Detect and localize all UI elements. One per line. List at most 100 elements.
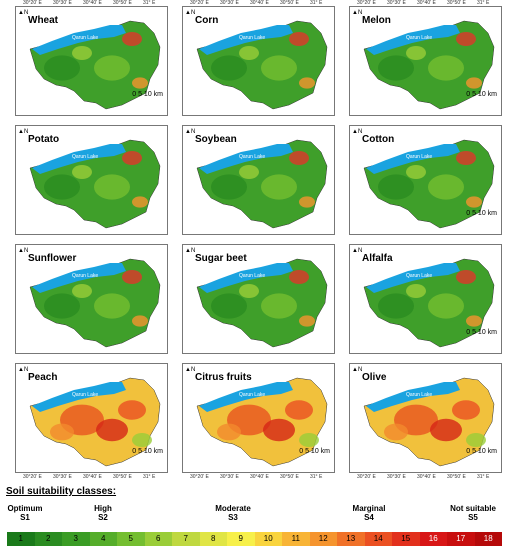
class-code: S1	[20, 513, 30, 522]
suitability-zone	[122, 270, 142, 284]
lake-label: Qarun Lake	[239, 35, 265, 41]
longitude-label: 30°40' E	[83, 0, 102, 6]
suitability-zone	[466, 77, 482, 89]
legend-swatch: 18	[474, 532, 502, 546]
suitability-zone	[132, 315, 148, 327]
scale-bar: 0 5 10 km	[466, 329, 497, 336]
suitability-zone	[452, 400, 480, 420]
map-graphic: Qarun Lake	[29, 139, 161, 229]
qarun-lake	[199, 382, 293, 412]
map-panel: Qarun Lake Alfalfa ▲N 0 5 10 km	[349, 244, 502, 354]
map-graphic: Qarun Lake	[363, 258, 495, 348]
map-panel: Qarun Lake Sunflower ▲N	[15, 244, 168, 354]
longitude-label: 30°30' E	[53, 0, 72, 6]
suitability-zone	[466, 196, 482, 208]
suitability-zone	[285, 400, 313, 420]
class-name: Moderate	[215, 504, 251, 513]
crop-name: Olive	[362, 372, 387, 383]
longitude-label: 30°30' E	[387, 0, 406, 6]
map-graphic: Qarun Lake	[196, 20, 328, 110]
longitude-label: 30°50' E	[280, 0, 299, 6]
suitability-zone	[217, 423, 241, 441]
suitability-zone	[239, 165, 259, 179]
suitability-zone	[299, 196, 315, 208]
longitude-label: 30°20' E	[23, 474, 42, 480]
legend-swatch: 14	[364, 532, 392, 546]
suitability-zone	[132, 77, 148, 89]
longitude-label: 31° E	[477, 0, 490, 6]
legend-swatch: 7	[172, 532, 200, 546]
suitability-zone	[378, 55, 414, 81]
suitability-zone	[122, 32, 142, 46]
north-arrow-icon: ▲N	[352, 367, 363, 373]
scale-bar: 0 5 10 km	[299, 448, 330, 455]
lake-label: Qarun Lake	[72, 273, 98, 279]
qarun-lake	[366, 382, 460, 412]
class-code: S2	[98, 513, 108, 522]
longitude-label: 30°20' E	[357, 0, 376, 6]
north-arrow-icon: ▲N	[18, 367, 29, 373]
map-panel: Qarun Lake Wheat ▲N 0 5 10 km	[15, 6, 168, 116]
crop-name: Soybean	[195, 134, 237, 145]
qarun-lake	[366, 25, 460, 55]
suitability-zone	[72, 284, 92, 298]
longitude-label: 31° E	[143, 474, 156, 480]
suitability-zone	[94, 55, 130, 81]
suitability-zone	[289, 151, 309, 165]
legend-swatch: 6	[144, 532, 172, 546]
suitability-zone	[406, 165, 426, 179]
lake-label: Qarun Lake	[406, 154, 432, 160]
longitude-label: 30°40' E	[417, 0, 436, 6]
lake-label: Qarun Lake	[239, 273, 265, 279]
suitability-zone	[299, 433, 319, 447]
qarun-lake	[32, 25, 126, 55]
longitude-label: 30°30' E	[387, 474, 406, 480]
map-panel: Qarun Lake Olive ▲N 0 5 10 km	[349, 363, 502, 473]
crop-name: Wheat	[28, 15, 58, 26]
suitability-zone	[428, 55, 464, 81]
qarun-lake	[366, 144, 460, 174]
suitability-zone	[406, 284, 426, 298]
longitude-label: 30°30' E	[220, 0, 239, 6]
suitability-zone	[299, 77, 315, 89]
suitability-zone	[456, 32, 476, 46]
longitude-label: 31° E	[477, 474, 490, 480]
longitude-label: 30°50' E	[447, 474, 466, 480]
north-arrow-icon: ▲N	[185, 248, 196, 254]
qarun-lake	[32, 263, 126, 293]
scale-bar: 0 5 10 km	[132, 91, 163, 98]
suitability-zone	[378, 293, 414, 319]
lake-label: Qarun Lake	[239, 392, 265, 398]
qarun-lake	[199, 144, 293, 174]
lake-label: Qarun Lake	[239, 154, 265, 160]
north-arrow-icon: ▲N	[352, 10, 363, 16]
crop-name: Alfalfa	[362, 253, 393, 264]
longitude-label: 31° E	[143, 0, 156, 6]
map-panel: Qarun Lake Soybean ▲N	[182, 125, 335, 235]
suitability-zone	[96, 418, 128, 442]
map-graphic: Qarun Lake	[29, 377, 161, 467]
longitude-label: 30°50' E	[113, 474, 132, 480]
map-graphic: Qarun Lake	[363, 377, 495, 467]
longitude-label: 30°40' E	[250, 474, 269, 480]
map-panel: Qarun Lake Sugar beet ▲N	[182, 244, 335, 354]
class-name: Marginal	[352, 504, 386, 513]
legend-swatch: 17	[447, 532, 475, 546]
longitude-label: 30°20' E	[190, 474, 209, 480]
north-arrow-icon: ▲N	[185, 10, 196, 16]
suitability-zone	[44, 174, 80, 200]
map-graphic: Qarun Lake	[196, 258, 328, 348]
qarun-lake	[366, 263, 460, 293]
crop-name: Cotton	[362, 134, 395, 145]
suitability-zone	[261, 55, 297, 81]
class-code: S3	[228, 513, 238, 522]
longitude-label: 30°40' E	[83, 474, 102, 480]
map-graphic: Qarun Lake	[29, 20, 161, 110]
suitability-zone	[263, 418, 295, 442]
suitability-zone	[406, 46, 426, 60]
suitability-zone	[211, 174, 247, 200]
longitude-label: 31° E	[310, 0, 323, 6]
legend-swatch: 9	[227, 532, 255, 546]
map-panel: Qarun Lake Peach ▲N 0 5 10 km	[15, 363, 168, 473]
north-arrow-icon: ▲N	[18, 248, 29, 254]
